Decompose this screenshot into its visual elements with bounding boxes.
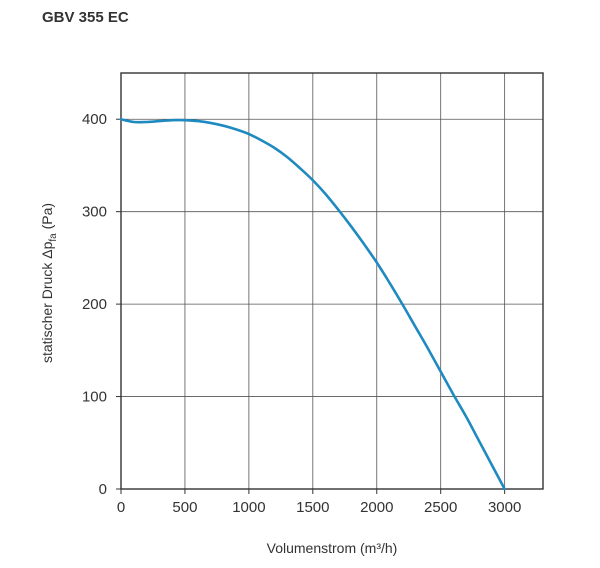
series	[119, 117, 506, 491]
x-tick-label: 1000	[232, 499, 265, 516]
tick-labels: 0 500 1000 1500 2000 2500 3000 0 100 200 300 400	[82, 111, 521, 516]
chart-title: GBV 355 EC	[42, 9, 129, 26]
y-axis-label: statischer Druck Δpfa (Pa)	[39, 203, 59, 363]
x-tick-label: 1500	[296, 499, 329, 516]
series-line	[119, 117, 506, 491]
y-tick-label: 200	[82, 296, 107, 313]
y-tick-label: 0	[99, 481, 107, 498]
y-axis-label-unit: (Pa)	[39, 203, 55, 233]
y-tick-label: 400	[82, 111, 107, 128]
x-axis-label: Volumenstrom (m³/h)	[267, 540, 398, 556]
grid	[121, 73, 543, 489]
y-tick-label: 100	[82, 389, 107, 406]
x-tick-label: 3000	[488, 499, 521, 516]
x-tick-label: 2500	[424, 499, 457, 516]
x-tick-label: 2000	[360, 499, 393, 516]
plot-frame	[120, 72, 544, 490]
x-tick-label: 0	[117, 499, 125, 516]
y-axis-label-main: statischer Druck Δp	[39, 241, 55, 363]
y-axis-label-subscript: fa	[48, 233, 59, 242]
x-tick-label: 500	[172, 499, 197, 516]
y-tick-label: 300	[82, 204, 107, 221]
